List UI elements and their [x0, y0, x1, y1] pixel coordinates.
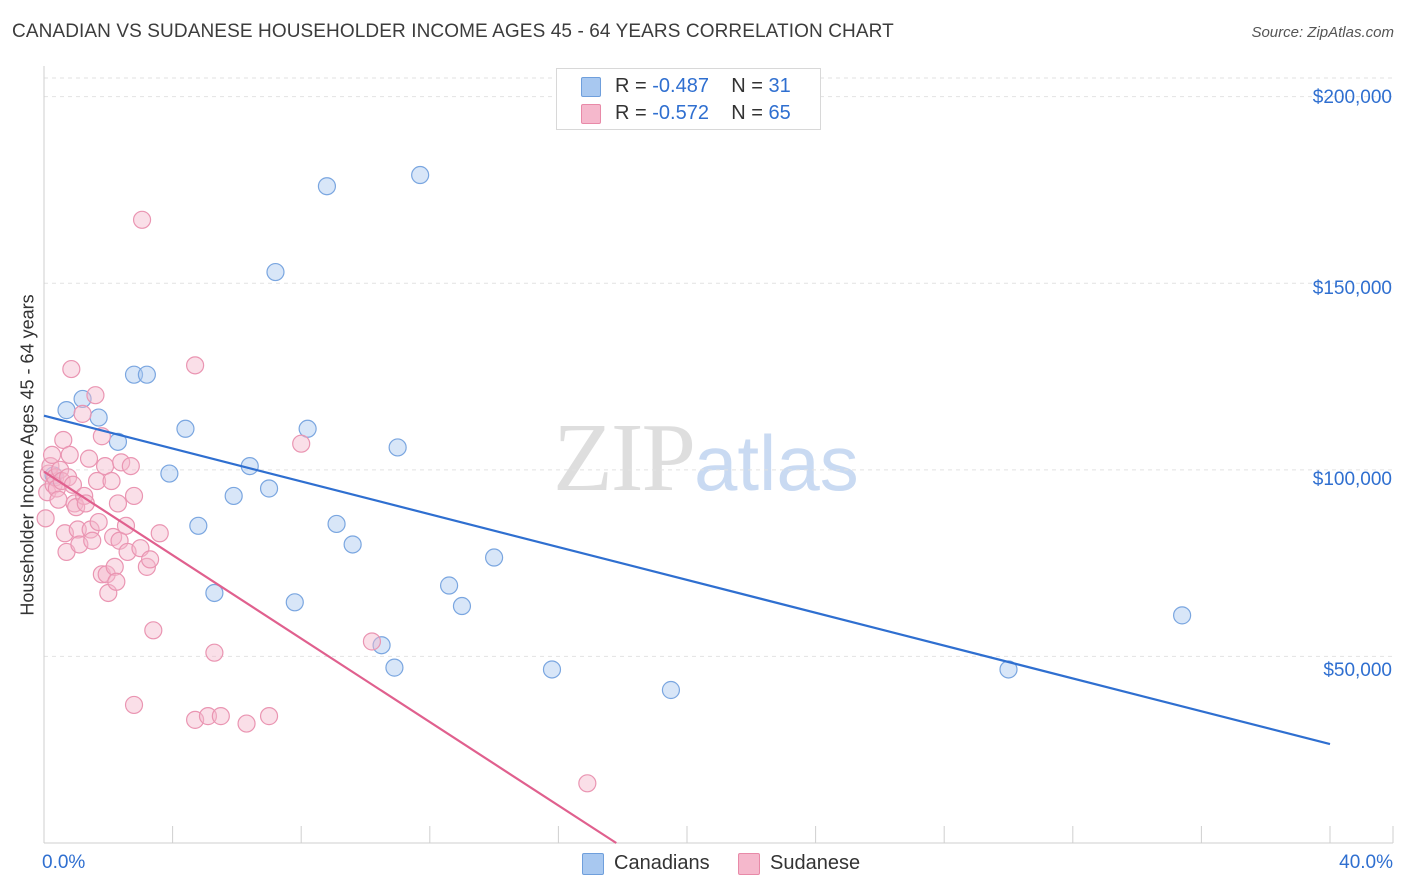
watermark: ZIPatlas — [553, 402, 859, 514]
canadians-point — [452, 596, 472, 616]
sudanese-point — [87, 471, 107, 491]
canadians-point — [317, 177, 337, 196]
sudanese-point — [79, 449, 99, 468]
sudanese-point — [186, 356, 205, 375]
sudanese-point — [108, 494, 128, 513]
chart-title: CANADIAN VS SUDANESE HOUSEHOLDER INCOME … — [12, 21, 894, 42]
canadians-point — [259, 479, 279, 498]
r-label: R = — [615, 75, 647, 97]
legend-label: Canadians — [614, 852, 710, 874]
canadians-point — [1173, 606, 1192, 625]
canadians-point — [137, 365, 156, 384]
n-value: 31 — [768, 75, 791, 97]
watermark-zip: ZIP — [553, 404, 696, 512]
sudanese-point — [36, 509, 55, 528]
canadians-point — [285, 593, 304, 612]
sudanese-point — [205, 643, 224, 662]
canadians-legend-swatch — [582, 853, 604, 875]
canadians-point — [189, 516, 208, 535]
sudanese-legend-swatch — [738, 853, 760, 875]
canadians-point — [176, 419, 195, 438]
canadians-point — [388, 438, 407, 457]
sudanese-point — [578, 774, 597, 793]
sudanese-trend-line — [43, 470, 617, 844]
x-tick-label-max: 40.0% — [1339, 852, 1393, 873]
stats-legend: R = -0.487 N = 31 R = -0.572 N = 65 — [556, 68, 821, 130]
sudanese-point — [83, 531, 102, 550]
canadians-point — [57, 401, 76, 420]
sudanese-point — [124, 695, 144, 715]
sudanese-point — [68, 520, 87, 539]
y-tick-label: $50,000 — [1323, 660, 1392, 681]
canadians-point — [160, 464, 179, 483]
y-tick-label: $200,000 — [1312, 87, 1392, 108]
canadians-point — [224, 486, 243, 506]
sudanese-point — [49, 490, 68, 509]
r-value: -0.487 — [652, 75, 709, 97]
sudanese-point — [292, 434, 311, 453]
sudanese-point — [144, 621, 163, 640]
watermark-atlas: atlas — [694, 419, 859, 507]
y-tick-label: $100,000 — [1312, 469, 1392, 490]
source-credit: Source: ZipAtlas.com — [1251, 24, 1394, 41]
y-tick-label: $150,000 — [1312, 278, 1392, 299]
sudanese-point — [107, 572, 126, 591]
sudanese-point — [112, 453, 131, 472]
n-value: 65 — [768, 102, 791, 124]
sudanese-point — [86, 386, 105, 405]
x-tick-label-min: 0.0% — [42, 852, 86, 873]
n-label: N = — [731, 102, 763, 124]
n-label: N = — [731, 75, 763, 97]
canadians-trend-line — [43, 414, 1331, 746]
canadians-point — [542, 660, 562, 679]
canadians-point — [327, 514, 346, 534]
sudanese-point — [259, 707, 279, 726]
canadians-point — [343, 535, 362, 554]
canadians-point — [439, 576, 459, 595]
sudanese-point — [60, 445, 79, 465]
sudanese-swatch — [581, 104, 601, 124]
sudanese-point — [42, 445, 62, 465]
canadians-point — [89, 408, 108, 427]
canadians-point — [485, 548, 504, 567]
sudanese-point — [89, 512, 108, 532]
sudanese-point — [150, 524, 169, 543]
sudanese-point — [362, 632, 382, 651]
sudanese-point — [121, 456, 140, 476]
sudanese-point — [140, 550, 160, 569]
sudanese-point — [124, 486, 144, 506]
canadians-point — [124, 365, 144, 384]
canadians-point — [372, 636, 391, 655]
canadians-point — [108, 432, 128, 451]
canadians-point — [661, 680, 681, 700]
sudanese-point — [132, 210, 152, 229]
sudanese-point — [237, 714, 256, 733]
legend-label: Sudanese — [770, 852, 861, 874]
sudanese-point — [198, 707, 218, 726]
canadians-swatch — [581, 77, 601, 97]
y-axis-title: Householder Income Ages 45 - 64 years — [17, 294, 38, 616]
canadians-point — [266, 262, 285, 282]
sudanese-point — [211, 707, 230, 726]
r-value: -0.572 — [652, 102, 709, 124]
sudanese-point — [102, 471, 121, 491]
r-label: R = — [615, 102, 647, 124]
canadians-point — [411, 165, 430, 185]
sudanese-point — [62, 359, 81, 379]
canadians-point — [205, 583, 224, 603]
sudanese-point — [105, 557, 124, 576]
sudanese-point — [73, 404, 92, 423]
canadians-point — [385, 658, 404, 677]
